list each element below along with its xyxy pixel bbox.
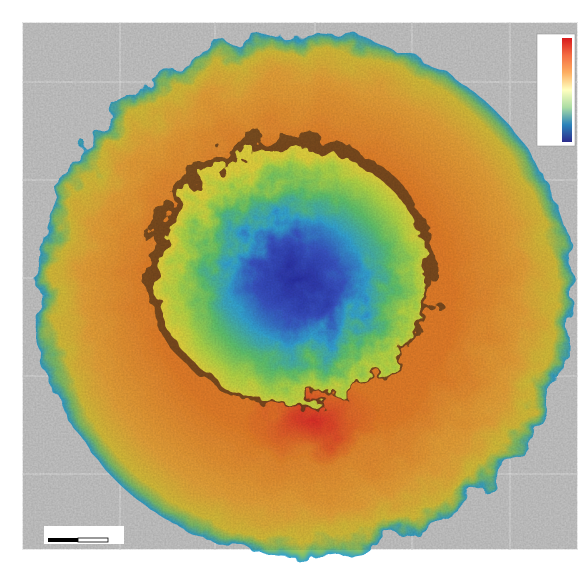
scale-bar: [44, 526, 124, 544]
texture: [22, 22, 578, 550]
colorbar: [536, 33, 576, 147]
colorbar-ramp: [562, 38, 572, 142]
